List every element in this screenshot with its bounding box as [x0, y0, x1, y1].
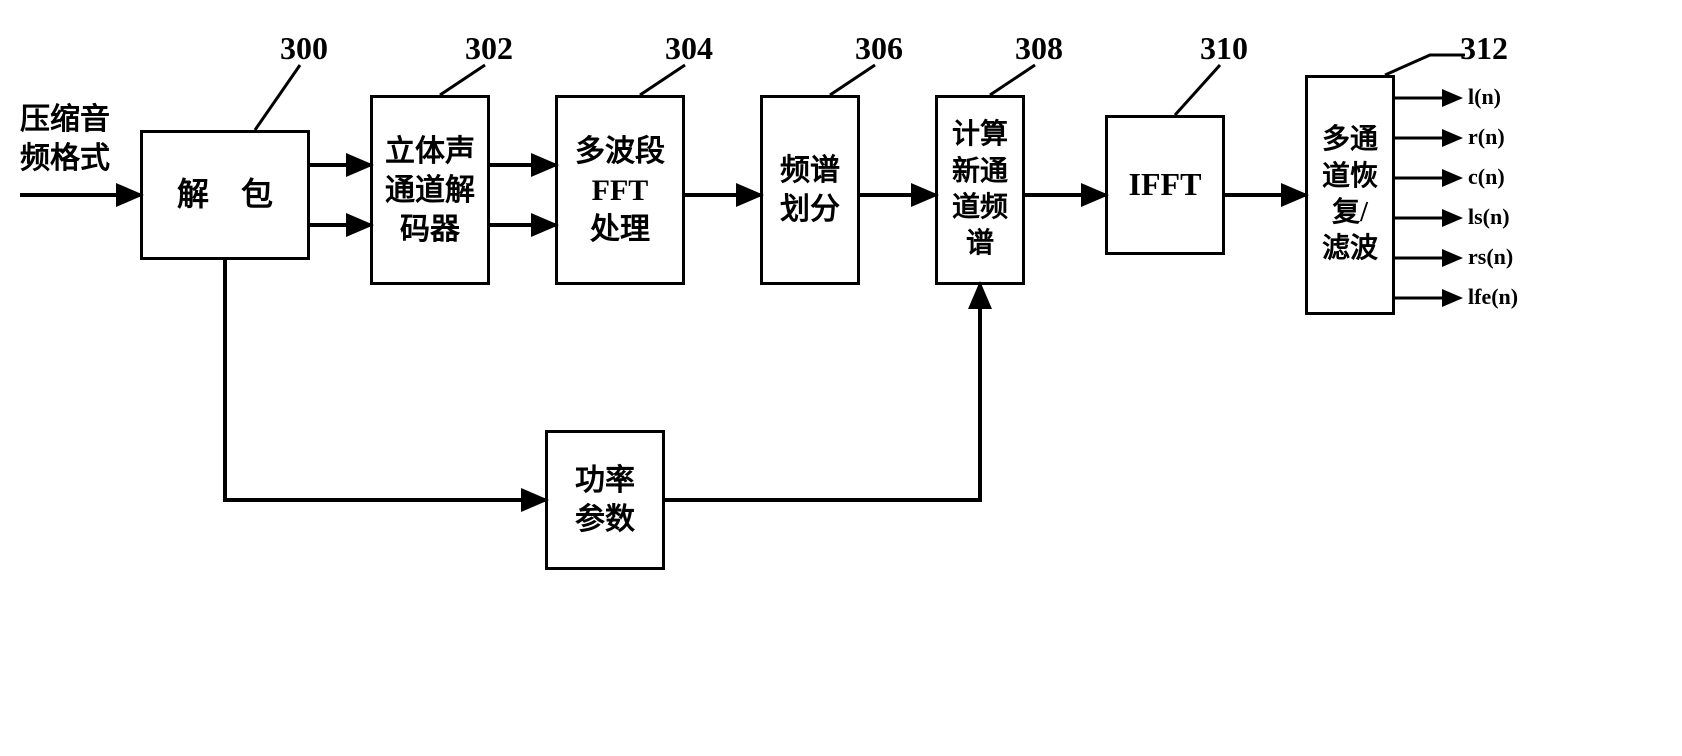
ref-310: 310	[1200, 30, 1248, 67]
block-stereo-decoder: 立体声通道解码器	[370, 95, 490, 285]
output-label: lfe(n)	[1468, 284, 1518, 310]
block-compute-spectrum: 计算新通道频谱	[935, 95, 1025, 285]
block-spectrum-partition: 频谱划分	[760, 95, 860, 285]
block-power-params: 功率参数	[545, 430, 665, 570]
input-text: 压缩音频格式	[20, 103, 110, 175]
block-ifft: IFFT	[1105, 115, 1225, 255]
block-multichannel-restore: 多通道恢复/滤波	[1305, 75, 1395, 315]
block-multiband-fft: 多波段FFT处理	[555, 95, 685, 285]
ref-304: 304	[665, 30, 713, 67]
output-label: l(n)	[1468, 84, 1501, 110]
output-label: rs(n)	[1468, 244, 1513, 270]
output-label: c(n)	[1468, 164, 1505, 190]
ref-308: 308	[1015, 30, 1063, 67]
ref-306: 306	[855, 30, 903, 67]
ref-302: 302	[465, 30, 513, 67]
audio-decoder-flowchart: 压缩音频格式 解 包 立体声通道解码器 多波段FFT处理 频谱划分 计算新通道频…	[0, 0, 1682, 756]
block-unpack: 解 包	[140, 130, 310, 260]
output-label: r(n)	[1468, 124, 1505, 150]
ref-300: 300	[280, 30, 328, 67]
input-label: 压缩音频格式	[20, 100, 110, 178]
output-label: ls(n)	[1468, 204, 1510, 230]
ref-312: 312	[1460, 30, 1508, 67]
